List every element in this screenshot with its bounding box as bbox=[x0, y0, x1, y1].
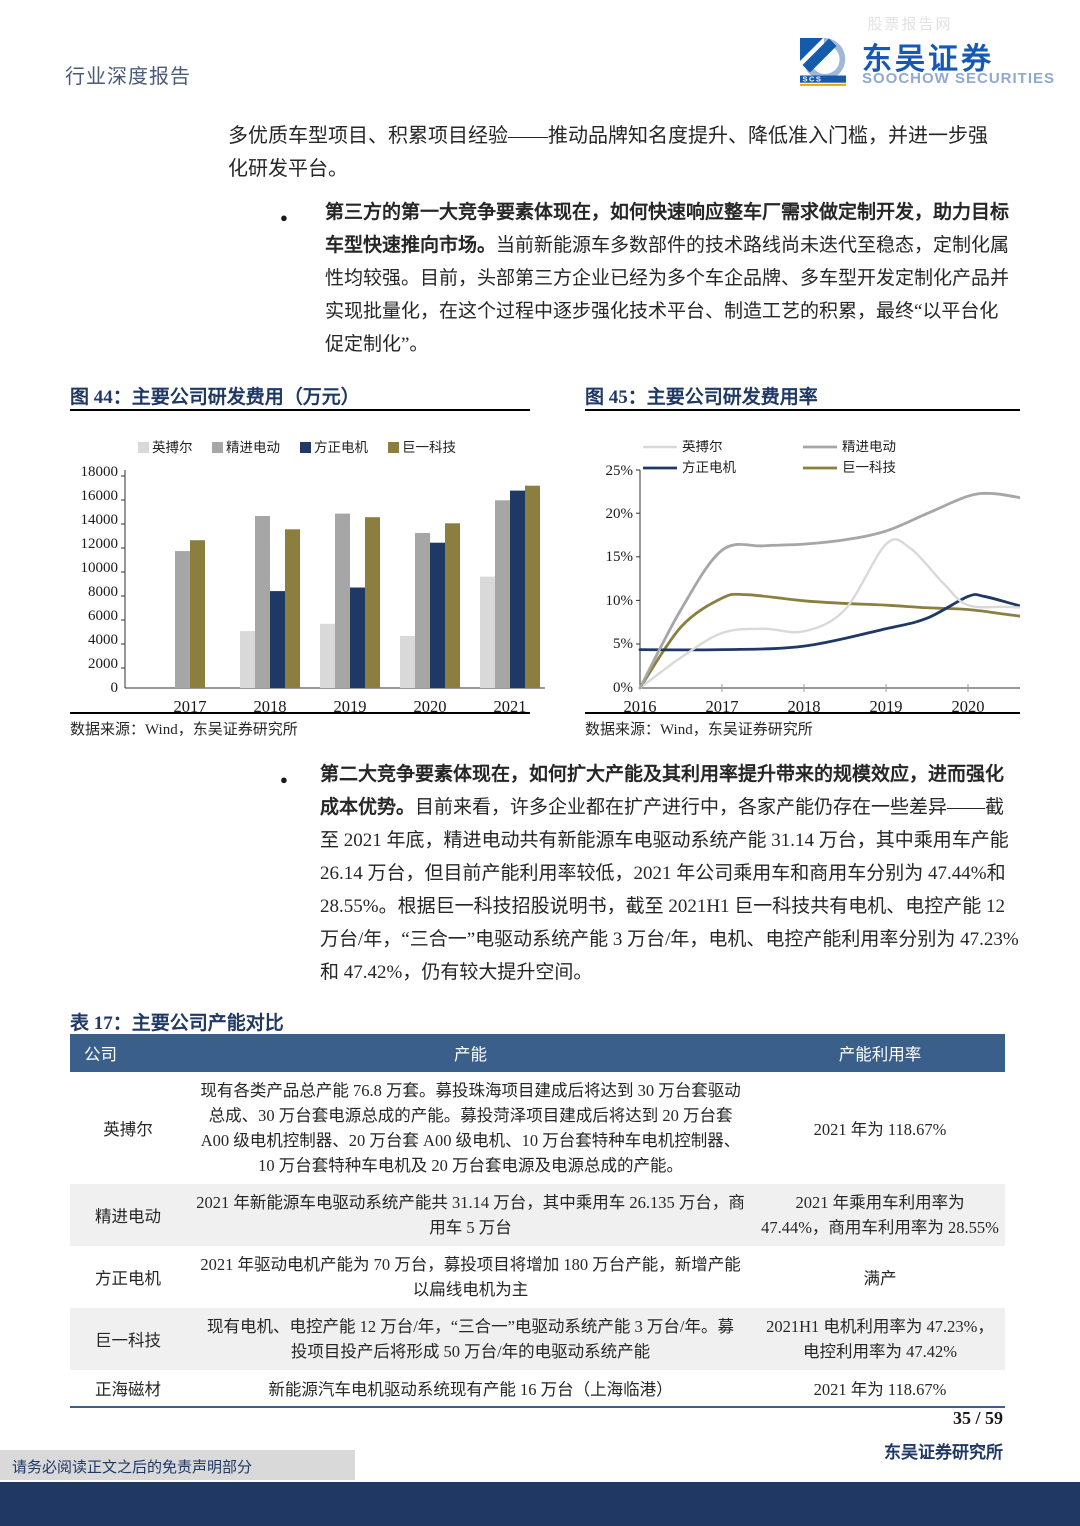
svg-text:英搏尔: 英搏尔 bbox=[682, 440, 723, 454]
svg-text:10%: 10% bbox=[606, 593, 634, 609]
svg-text:0%: 0% bbox=[613, 680, 633, 696]
svg-text:8000: 8000 bbox=[88, 584, 118, 600]
svg-text:20%: 20% bbox=[606, 506, 634, 522]
svg-text:巨一科技: 巨一科技 bbox=[842, 460, 896, 475]
svg-text:精进电动: 精进电动 bbox=[226, 440, 280, 455]
svg-text:5%: 5% bbox=[613, 636, 633, 652]
svg-text:方正电机: 方正电机 bbox=[314, 440, 368, 455]
svg-text:4000: 4000 bbox=[88, 632, 118, 648]
svg-text:2000: 2000 bbox=[88, 656, 118, 672]
svg-text:巨一科技: 巨一科技 bbox=[402, 440, 456, 455]
svg-text:15%: 15% bbox=[606, 549, 634, 565]
svg-text:0: 0 bbox=[111, 680, 119, 696]
svg-text:12000: 12000 bbox=[81, 536, 119, 552]
svg-text:25%: 25% bbox=[606, 463, 634, 479]
svg-text:精进电动: 精进电动 bbox=[842, 440, 896, 454]
svg-text:SCS: SCS bbox=[803, 75, 823, 84]
svg-text:10000: 10000 bbox=[81, 560, 119, 576]
svg-text:方正电机: 方正电机 bbox=[682, 460, 736, 475]
svg-text:6000: 6000 bbox=[88, 608, 118, 624]
svg-text:14000: 14000 bbox=[81, 512, 119, 528]
svg-text:英搏尔: 英搏尔 bbox=[152, 440, 193, 455]
svg-text:16000: 16000 bbox=[81, 488, 119, 504]
svg-text:18000: 18000 bbox=[81, 464, 119, 480]
